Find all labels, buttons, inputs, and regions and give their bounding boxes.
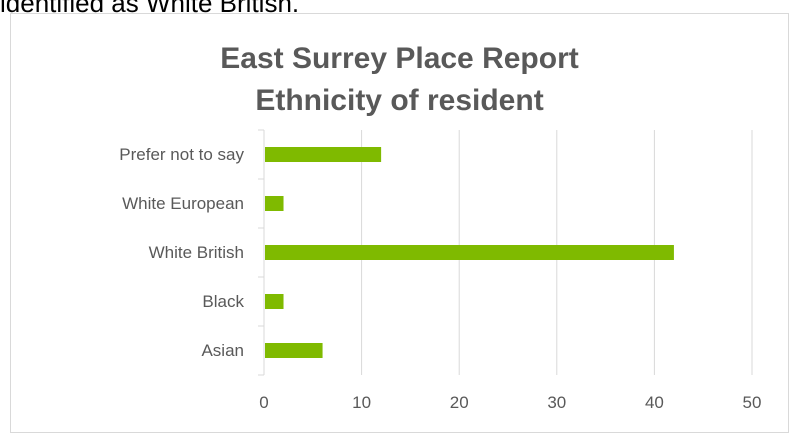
chart-subtitle: Ethnicity of resident (255, 84, 544, 117)
x-tick-label: 50 (743, 393, 762, 412)
x-tick-label: 40 (645, 393, 664, 412)
x-tick-label: 10 (352, 393, 371, 412)
chart-frame: East Surrey Place Report Ethnicity of re… (10, 13, 789, 433)
chart-title: East Surrey Place Report (220, 42, 579, 75)
category-label: Asian (201, 341, 244, 360)
bar (265, 245, 674, 260)
category-label: White British (149, 243, 244, 262)
bar (265, 294, 284, 309)
category-label: Black (202, 292, 244, 311)
bar (265, 343, 323, 358)
x-tick-label: 0 (259, 393, 268, 412)
category-label: White European (122, 194, 244, 213)
category-label: Prefer not to say (119, 145, 244, 164)
bar (265, 196, 284, 211)
bar (265, 147, 382, 162)
x-tick-label: 20 (450, 393, 469, 412)
x-tick-label: 30 (547, 393, 566, 412)
